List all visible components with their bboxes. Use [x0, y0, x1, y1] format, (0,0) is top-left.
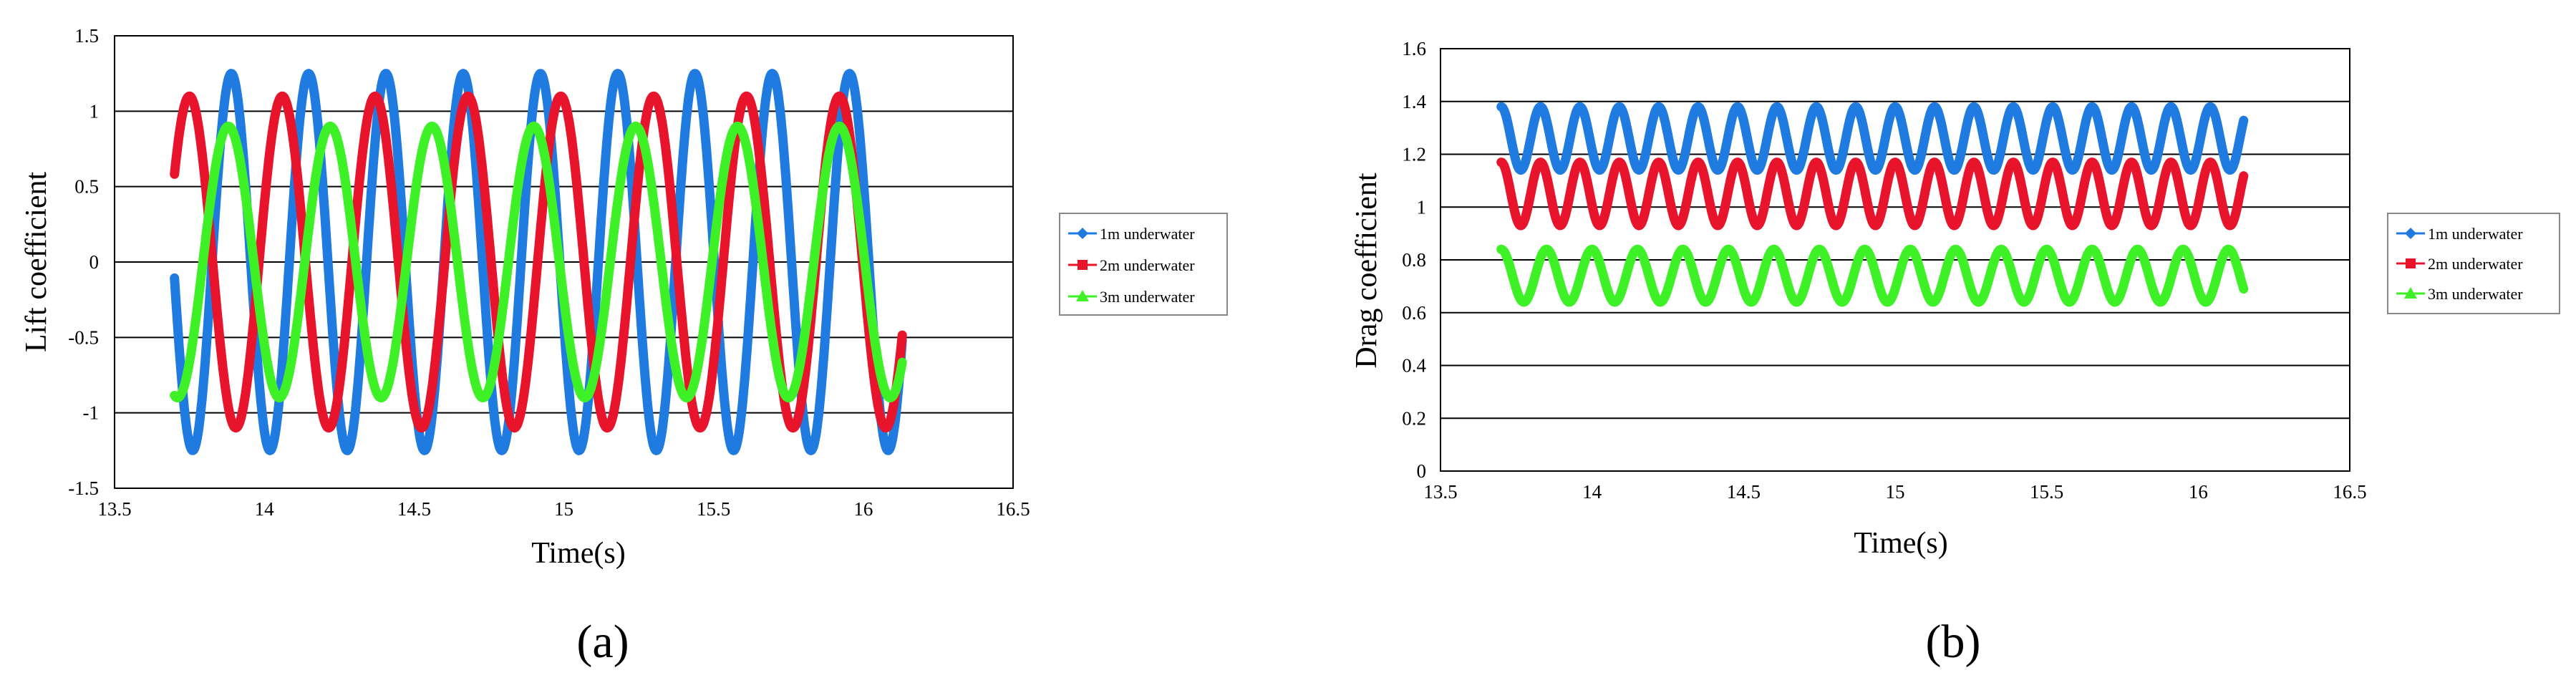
y-tick-labels-lift: -1.5 -1 -0.5 0 0.5 1 1.5 [68, 25, 99, 499]
legend-label-lift-3m-underwater: 3m underwater [1100, 288, 1195, 306]
y-tick-drag-1: 1 [1417, 196, 1427, 218]
gridlines-drag [1440, 100, 2350, 420]
legend-label-lift-1m-underwater: 1m underwater [1100, 225, 1195, 243]
legend-marker-lift-2m-underwater [1078, 260, 1088, 270]
y-tick-lift-0: 0 [89, 251, 100, 273]
x-tick-labels-drag: 13.5 14 14.5 15 15.5 16 16.5 [1423, 481, 2366, 503]
y-tick-lift-1-5: -1.5 [68, 478, 99, 499]
x-tick-drag-16-5: 16.5 [2333, 481, 2366, 503]
legend-drag: 1m underwater 2m underwater 3m underwater [2387, 213, 2560, 314]
legend-marker-drag-2m-underwater [2406, 258, 2416, 268]
x-tick-lift-16-5: 16.5 [996, 498, 1030, 520]
legend-label-drag-3m-underwater: 3m underwater [2428, 285, 2523, 303]
y-tick-drag-1-2: 1.2 [1402, 144, 1426, 165]
x-tick-lift-14: 14 [255, 498, 275, 520]
legend-marker-lift-1m-underwater [1077, 228, 1088, 239]
y-tick-lift-1: -1 [83, 402, 100, 424]
x-tick-drag-13-5: 13.5 [1423, 481, 1457, 503]
x-tick-lift-13-5: 13.5 [97, 498, 131, 520]
y-tick-drag-0: 0 [1417, 460, 1427, 482]
legend-label-lift-2m-underwater: 2m underwater [1100, 256, 1195, 274]
y-tick-drag-0-2: 0.2 [1402, 407, 1426, 429]
x-axis-title-drag: Time(s) [1854, 527, 1947, 560]
y-axis-title-lift: Lift coefficient [20, 172, 53, 353]
x-tick-drag-14: 14 [1582, 481, 1602, 503]
y-tick-drag-0-8: 0.8 [1402, 249, 1426, 271]
x-axis-title-lift: Time(s) [531, 537, 625, 570]
x-tick-labels-lift: 13.5 14 14.5 15 15.5 16 16.5 [97, 498, 1030, 520]
y-tick-lift-0-5: 0.5 [74, 176, 99, 198]
x-tick-lift-15: 15 [554, 498, 573, 520]
legend-lift: 1m underwater 2m underwater 3m underwater [1059, 213, 1228, 316]
x-tick-drag-16: 16 [2189, 481, 2208, 503]
series-line-drag-3m-underwater [1496, 244, 2249, 307]
legend-label-drag-1m-underwater: 1m underwater [2428, 225, 2523, 243]
series-line-lift-3m-underwater [170, 121, 907, 403]
series-group-drag [1496, 102, 2249, 307]
x-tick-lift-15-5: 15.5 [697, 498, 730, 520]
panel-label-b: (b) [1926, 616, 1981, 668]
series-group-lift [170, 69, 907, 455]
legend-label-drag-2m-underwater: 2m underwater [2428, 255, 2523, 273]
y-tick-labels-drag: 0 0.2 0.4 0.6 0.8 1 1.2 1.4 1.6 [1402, 38, 1426, 482]
legend-marker-drag-3m-underwater [2404, 287, 2417, 299]
y-tick-lift-1-5: 1.5 [74, 25, 99, 47]
x-tick-lift-14-5: 14.5 [397, 498, 431, 520]
plot-area-drag [1440, 48, 2350, 472]
y-tick-drag-1-6: 1.6 [1402, 38, 1426, 59]
x-tick-drag-14-5: 14.5 [1727, 481, 1761, 503]
x-tick-drag-15-5: 15.5 [2030, 481, 2063, 503]
legend-marker-drag-1m-underwater [2405, 228, 2416, 239]
y-tick-drag-0-4: 0.4 [1402, 355, 1426, 377]
panel-label-a: (a) [576, 616, 629, 668]
chart-drag: 0 0.2 0.4 0.6 0.8 1 1.2 1.4 1.6 13.5 14 14.5 15 15.5… [1350, 38, 2560, 668]
y-tick-lift-0-5: -0.5 [68, 326, 99, 348]
y-axis-title-drag: Drag coefficient [1350, 173, 1383, 369]
legend-marker-lift-3m-underwater [1076, 290, 1089, 301]
chart-lift: -1.5 -1 -0.5 0 0.5 1 1.5 13.5 14 14.5 15 15.5 16 16.… [20, 25, 1228, 668]
y-tick-drag-1-4: 1.4 [1402, 91, 1426, 112]
plot-area-lift [114, 35, 1014, 489]
x-tick-drag-15: 15 [1886, 481, 1905, 503]
x-tick-lift-16: 16 [853, 498, 873, 520]
y-tick-lift-1: 1 [89, 100, 100, 122]
y-tick-drag-0-6: 0.6 [1402, 302, 1426, 324]
series-line-drag-2m-underwater [1496, 157, 2249, 231]
series-line-drag-1m-underwater [1496, 102, 2249, 175]
